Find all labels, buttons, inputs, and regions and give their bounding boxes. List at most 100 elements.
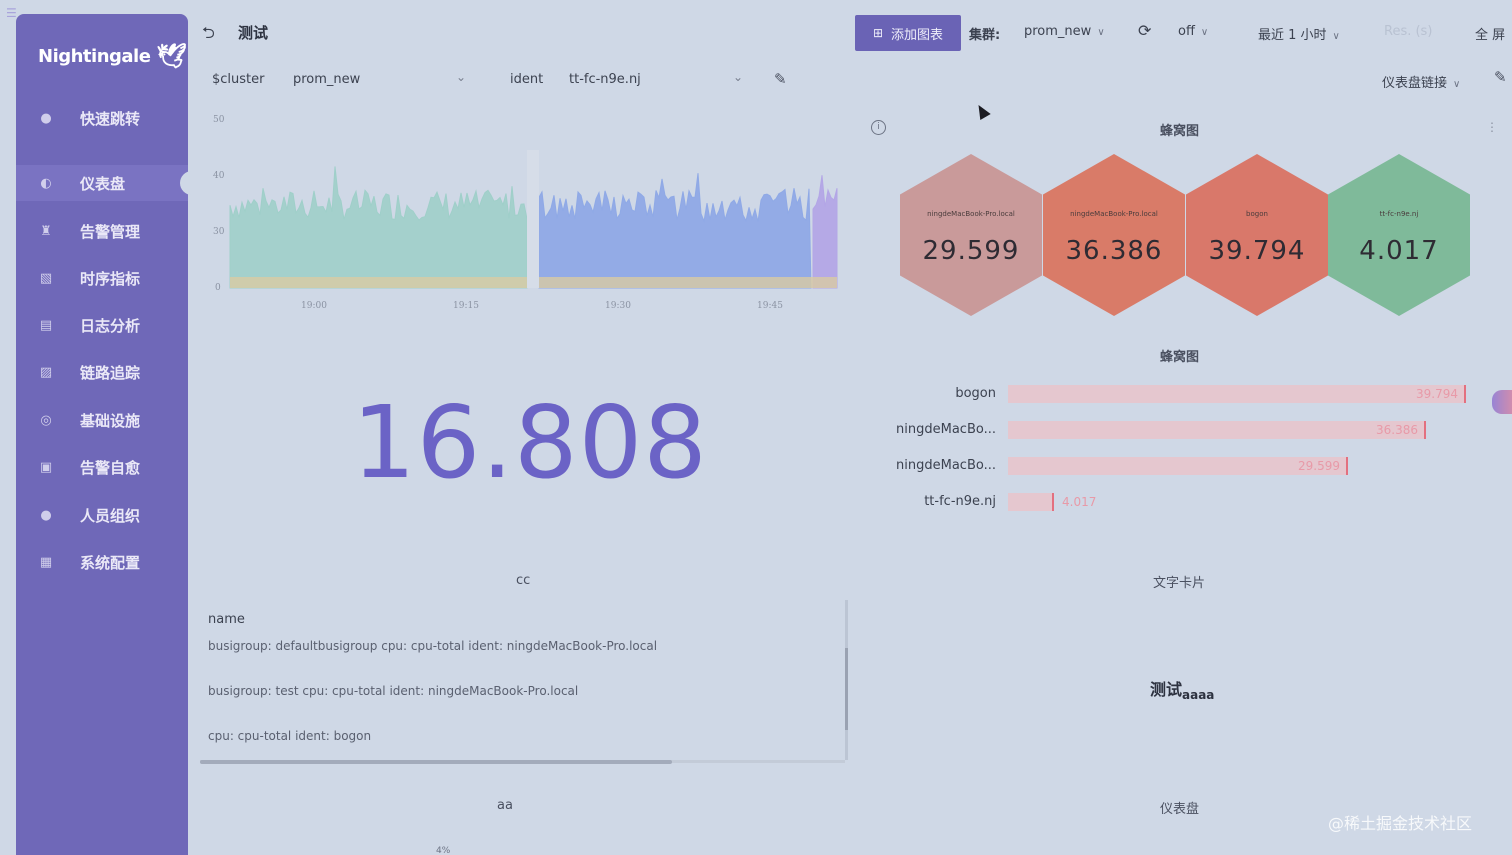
edit-link-icon[interactable]: ✎: [1494, 68, 1507, 86]
hexbin-cell[interactable]: ningdeMacBook-Pro.local 29.599: [900, 154, 1042, 316]
sidebar-item-label: 告警自愈: [80, 458, 141, 477]
bargauge-marker: [1052, 493, 1054, 511]
bargauge-marker: [1424, 421, 1426, 439]
var-ident-label: ident: [510, 72, 544, 87]
bottom-right-panel-title: 仪表盘: [1160, 802, 1200, 817]
edit-variables-icon[interactable]: ✎: [774, 70, 787, 88]
hexbin-cell[interactable]: bogon 39.794: [1186, 154, 1328, 316]
page-title: 测试: [238, 24, 269, 42]
bargauge-bar[interactable]: [1008, 457, 1348, 475]
hexagon-shape: ningdeMacBook-Pro.local 29.599: [900, 154, 1042, 316]
more-options-icon[interactable]: ⋮: [1486, 120, 1498, 134]
sidebar-item-label: 人员组织: [80, 506, 141, 525]
sidebar-item[interactable]: ● 人员组织: [16, 497, 188, 533]
text-card-content: 测试aaaa: [1150, 680, 1215, 703]
table-header-name: name: [208, 612, 245, 627]
user-icon: ●: [40, 507, 52, 523]
bargauge-marker: [1464, 385, 1466, 403]
fullscreen-button[interactable]: 全 屏: [1475, 28, 1506, 43]
sidebar-item-label: 告警管理: [80, 222, 141, 241]
sidebar-item-label: 链路追踪: [80, 363, 141, 382]
sidebar-item[interactable]: ◎ 基础设施: [16, 402, 188, 438]
search-icon: ●: [40, 110, 52, 126]
bargauge-label: ningdeMacBo...: [896, 458, 996, 473]
hexbin-cell-name: ningdeMacBook-Pro.local: [1070, 210, 1158, 218]
bargauge-value: 36.386: [1376, 423, 1418, 437]
chevron-down-icon[interactable]: ⌄: [733, 70, 744, 84]
var-cluster-select[interactable]: prom_new: [293, 72, 361, 87]
watermark: @稀土掘金技术社区: [1328, 814, 1473, 833]
hexbin-cell[interactable]: tt-fc-n9e.nj 4.017: [1328, 154, 1470, 316]
cluster-label: 集群:: [969, 28, 1001, 43]
chevron-down-icon: ∨: [1332, 31, 1340, 42]
hexbin-cell-name: tt-fc-n9e.nj: [1379, 210, 1419, 218]
y-tick-label: 30: [213, 227, 225, 237]
series-area-2: [538, 173, 812, 289]
sidebar-item[interactable]: ▤ 日志分析: [16, 307, 188, 343]
timeseries-panel[interactable]: 50 40 30 0 19:00 19:15 19:30 19:45: [205, 110, 845, 320]
hexbin-cell-value: 36.386: [1065, 236, 1163, 266]
sidebar-item[interactable]: ▣ 告警自愈: [16, 449, 188, 485]
hexbin-cell-value: 29.599: [922, 236, 1020, 266]
chevron-down-icon[interactable]: ⌄: [456, 70, 467, 84]
series-gap: [527, 150, 539, 288]
series-area-1: [229, 166, 528, 289]
bargauge-bar[interactable]: [1008, 385, 1466, 403]
x-tick-label: 19:00: [301, 301, 327, 311]
active-indicator: [180, 171, 196, 195]
dashboard-link-select[interactable]: 仪表盘链接 ∨: [1382, 76, 1461, 91]
table-row[interactable]: cpu: cpu-total ident: bogon: [208, 729, 372, 743]
sidebar-item[interactable]: ▧ 时序指标: [16, 260, 188, 296]
bargauge-value: 39.794: [1416, 387, 1458, 401]
bargauge-label: ningdeMacBo...: [896, 422, 996, 437]
back-icon[interactable]: ⮌: [202, 23, 215, 42]
floating-assistant-icon[interactable]: [1492, 390, 1512, 414]
sidebar-item[interactable]: ● 快速跳转: [16, 100, 188, 136]
var-ident-select[interactable]: tt-fc-n9e.nj: [569, 72, 641, 87]
table-row[interactable]: busigroup: defaultbusigroup cpu: cpu-tot…: [208, 639, 658, 653]
table-vertical-scroll-thumb[interactable]: [845, 648, 848, 730]
info-icon[interactable]: i: [871, 120, 886, 135]
sidebar-item-label: 系统配置: [80, 553, 141, 572]
table-horizontal-scroll-thumb[interactable]: [200, 760, 672, 764]
chart-icon: ▧: [39, 270, 53, 286]
resolution-input[interactable]: Res. (s): [1384, 24, 1433, 39]
hexagon-shape: ningdeMacBook-Pro.local 36.386: [1043, 154, 1185, 316]
sidebar-item[interactable]: ◐ 仪表盘: [16, 165, 196, 201]
bargauge-bar[interactable]: [1008, 421, 1426, 439]
refresh-select[interactable]: off ∨: [1178, 24, 1209, 39]
sidebar-item-label: 时序指标: [80, 269, 141, 288]
bargauge-value: 29.599: [1298, 459, 1340, 473]
menu-icon[interactable]: ☰: [6, 6, 17, 20]
x-tick-label: 19:45: [757, 301, 783, 311]
mouse-cursor-icon: [973, 101, 991, 121]
sidebar-item-label: 基础设施: [80, 411, 141, 430]
hexbin-title: 蜂窝图: [1160, 124, 1200, 139]
series-area-3: [812, 175, 838, 289]
sidebar-item[interactable]: ♜ 告警管理: [16, 213, 188, 249]
bargauge-marker: [1346, 457, 1348, 475]
bargauge-bar[interactable]: [1008, 493, 1054, 511]
sidebar-item-label: 仪表盘: [80, 174, 126, 193]
infra-icon: ◎: [40, 412, 52, 428]
add-chart-button[interactable]: ⊞ 添加图表: [855, 15, 961, 51]
table-panel-title: cc: [516, 573, 531, 588]
heal-icon: ▣: [39, 459, 53, 475]
time-range-select[interactable]: 最近 1 小时 ∨: [1258, 28, 1340, 43]
settings-icon: ▦: [39, 554, 53, 570]
sidebar-item[interactable]: ▨ 链路追踪: [16, 354, 188, 390]
hexagon-shape: tt-fc-n9e.nj 4.017: [1328, 154, 1470, 316]
table-row[interactable]: busigroup: test cpu: cpu-total ident: ni…: [208, 684, 579, 698]
cluster-select[interactable]: prom_new ∨: [1024, 24, 1105, 39]
app-logo[interactable]: Nightingale 🕊: [38, 42, 187, 70]
refresh-icon[interactable]: ⟳: [1138, 21, 1152, 40]
chevron-down-icon: ∨: [1097, 27, 1105, 38]
sidebar-item[interactable]: ▦ 系统配置: [16, 544, 188, 580]
x-tick-label: 19:30: [605, 301, 631, 311]
hexbin-cell[interactable]: ningdeMacBook-Pro.local 36.386: [1043, 154, 1185, 316]
hexagon-shape: bogon 39.794: [1186, 154, 1328, 316]
log-icon: ▤: [39, 317, 53, 333]
hexbin-cell-value: 39.794: [1208, 236, 1306, 266]
bargauge-value: 4.017: [1062, 495, 1097, 509]
y-tick-label: 40: [213, 171, 225, 181]
